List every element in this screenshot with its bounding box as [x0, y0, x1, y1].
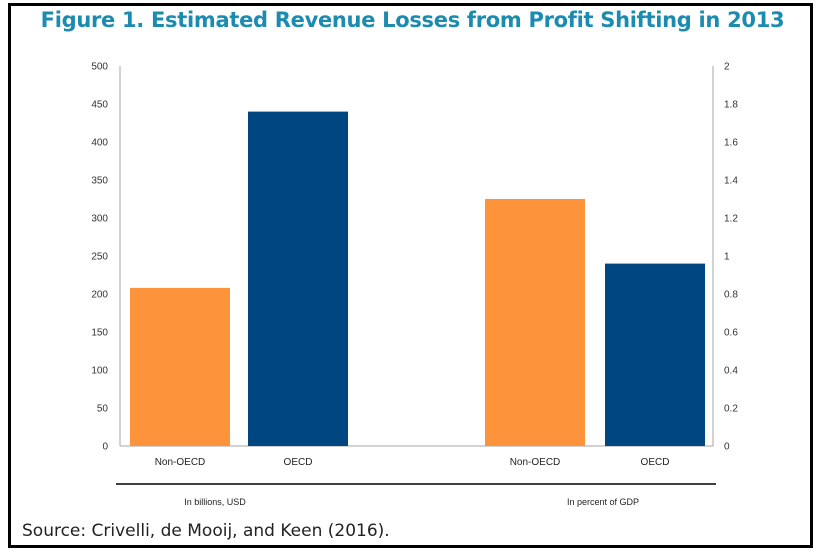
right-tick-label: 1.8 — [724, 100, 738, 111]
right-tick-label: 2 — [724, 62, 730, 73]
right-tick-label: 0 — [724, 442, 730, 453]
right-y-axis: 0 0.2 0.4 0.6 0.8 1 1.2 1.4 1.6 1.8 2 — [712, 62, 738, 453]
bar-oecd — [605, 263, 705, 446]
bar-non-oecd — [485, 199, 585, 446]
right-tick-label: 0.4 — [724, 366, 738, 377]
category-label: Non-OECD — [510, 457, 561, 468]
group-label-right: In percent of GDP — [567, 497, 639, 507]
left-tick-label: 150 — [91, 328, 108, 339]
source-note: Source: Crivelli, de Mooij, and Keen (20… — [22, 521, 390, 541]
left-tick-label: 0 — [102, 442, 108, 453]
left-tick-label: 100 — [91, 366, 108, 377]
left-tick-label: 250 — [91, 252, 108, 263]
chart-title: Figure 1. Estimated Revenue Losses from … — [40, 8, 785, 32]
right-tick-label: 1.2 — [724, 214, 738, 225]
right-tick-label: 1.6 — [724, 138, 738, 149]
bars — [130, 111, 705, 446]
bar-oecd — [248, 111, 348, 446]
left-tick-label: 50 — [97, 404, 109, 415]
category-label: OECD — [641, 457, 670, 468]
right-tick-label: 0.8 — [724, 290, 738, 301]
category-label: OECD — [284, 457, 313, 468]
right-tick-label: 1 — [724, 252, 730, 263]
category-labels: Non-OECD OECD Non-OECD OECD — [155, 457, 670, 468]
group-label-left: In billions, USD — [184, 497, 246, 507]
right-tick-label: 0.6 — [724, 328, 738, 339]
left-tick-label: 500 — [91, 62, 108, 73]
left-tick-label: 350 — [91, 176, 108, 187]
left-tick-label: 200 — [91, 290, 108, 301]
left-tick-label: 400 — [91, 138, 108, 149]
right-tick-label: 1.4 — [724, 176, 738, 187]
left-tick-label: 450 — [91, 100, 108, 111]
right-tick-label: 0.2 — [724, 404, 738, 415]
left-tick-label: 300 — [91, 214, 108, 225]
category-label: Non-OECD — [155, 457, 206, 468]
bar-non-oecd — [130, 287, 230, 446]
